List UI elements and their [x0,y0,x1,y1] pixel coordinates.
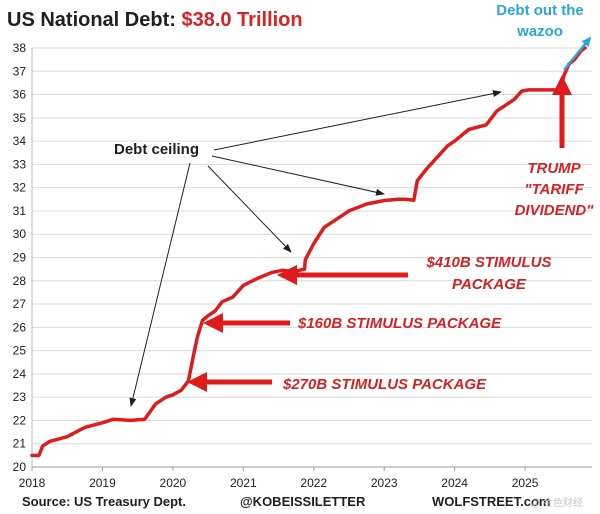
trump-line-2: "TARIFF [524,181,584,198]
y-tick-38: 38 [13,41,27,55]
chart-title: US National Debt: $38.0 Trillion [7,9,303,32]
x-tick-2022: 2022 [300,476,327,490]
x-tick-2023: 2023 [371,476,398,490]
y-tick-29: 29 [13,251,27,265]
trump-line-3: DIVIDEND" [514,202,594,219]
site-credit: WOLFSTREET.com [432,494,551,509]
chart-title-main: US National Debt: [7,9,182,31]
y-tick-23: 23 [13,390,27,404]
stimulus-160-label: $160B STIMULUS PACKAGE [298,315,502,332]
y-tick-30: 30 [13,227,27,241]
y-tick-27: 27 [13,297,27,311]
wazoo-label: Debt out the wazoo [480,0,600,42]
stimulus-270-label: $270B STIMULUS PACKAGE [283,376,487,393]
stimulus-410-line-2: PACKAGE [452,276,526,293]
x-tick-2025: 2025 [512,476,539,490]
x-tick-2019: 2019 [89,476,116,490]
debt-ceiling-arrow-2019 [129,162,191,407]
y-tick-33: 33 [13,157,27,171]
watermark: @ 金色财经 [530,498,583,509]
y-tick-22: 22 [13,413,27,427]
x-tick-labels: 2018 2019 2020 2021 2022 2023 2024 2025 [19,476,539,490]
y-tick-26: 26 [13,320,27,334]
y-tick-25: 25 [13,344,27,358]
x-tick-2021: 2021 [230,476,257,490]
wazoo-arrow [563,36,592,71]
debt-ceiling-label: Debt ceiling [114,141,200,158]
stimulus-410-line-1: $410B STIMULUS [426,254,552,271]
gridlines [32,47,592,468]
wazoo-line-1: Debt out the [496,2,584,19]
debt-ceiling-arrow-2023 [211,155,385,196]
debt-ceiling-arrow-2021 [207,165,292,253]
y-tick-37: 37 [13,64,27,78]
x-tick-2020: 2020 [160,476,187,490]
y-tick-20: 20 [13,460,27,474]
y-tick-34: 34 [13,134,27,148]
axes [31,48,592,471]
wazoo-line-2: wazoo [517,23,563,40]
chart-title-value: $38.0 Trillion [181,9,303,31]
y-tick-35: 35 [13,111,27,125]
stimulus-arrows [187,75,572,392]
y-tick-32: 32 [13,181,27,195]
series-layer [30,46,587,458]
y-tick-21: 21 [13,437,27,451]
debt-ceiling-arrows [129,90,502,407]
source-note: Source: US Treasury Dept. [22,494,186,509]
y-tick-36: 36 [13,88,27,102]
stimulus-410-label: $410B STIMULUS PACKAGE [414,252,564,296]
trump-tariff-dividend-label: TRUMP "TARIFF DIVIDEND" [504,158,600,221]
trump-line-1: TRUMP [527,160,581,177]
y-tick-labels: 20 21 22 23 24 25 26 27 28 29 30 31 32 33 34 35 36 37 38 [13,41,27,474]
y-tick-28: 28 [13,274,27,288]
y-tick-31: 31 [13,204,27,218]
author-handle: @KOBEISSILETTER [240,494,366,509]
y-tick-24: 24 [13,367,27,381]
x-tick-2018: 2018 [19,476,46,490]
debt-series-line-0 [30,46,587,458]
debt-ceiling-arrow-2025 [213,90,502,151]
x-tick-2024: 2024 [441,476,468,490]
